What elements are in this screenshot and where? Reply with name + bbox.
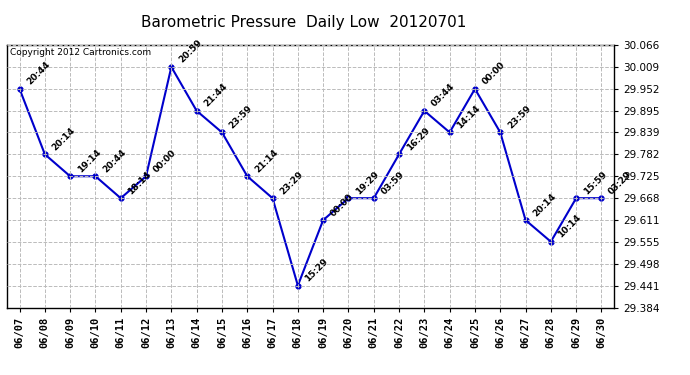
Text: Copyright 2012 Cartronics.com: Copyright 2012 Cartronics.com	[10, 48, 151, 57]
Text: 20:14: 20:14	[50, 126, 77, 152]
Text: 20:44: 20:44	[101, 147, 128, 174]
Text: 23:59: 23:59	[228, 104, 254, 130]
Text: 19:29: 19:29	[354, 169, 381, 196]
Text: 20:14: 20:14	[531, 191, 558, 218]
Text: 14:14: 14:14	[455, 104, 482, 130]
Text: 03:29: 03:29	[607, 170, 633, 196]
Text: 00:00: 00:00	[152, 148, 178, 174]
Text: 23:59: 23:59	[506, 104, 533, 130]
Text: 15:29: 15:29	[304, 257, 330, 284]
Text: Barometric Pressure  Daily Low  20120701: Barometric Pressure Daily Low 20120701	[141, 15, 466, 30]
Text: 20:44: 20:44	[25, 60, 52, 87]
Text: 00:00: 00:00	[328, 192, 355, 218]
Text: 20:59: 20:59	[177, 38, 204, 65]
Text: 23:29: 23:29	[278, 170, 305, 196]
Text: 00:00: 00:00	[480, 60, 506, 87]
Text: 18:14: 18:14	[126, 170, 153, 196]
Text: 15:59: 15:59	[582, 170, 609, 196]
Text: 10:14: 10:14	[556, 213, 583, 240]
Text: 03:59: 03:59	[380, 170, 406, 196]
Text: 21:44: 21:44	[202, 82, 229, 109]
Text: 21:14: 21:14	[253, 147, 279, 174]
Text: 19:14: 19:14	[76, 147, 103, 174]
Text: 03:44: 03:44	[430, 82, 457, 109]
Text: 16:29: 16:29	[404, 126, 431, 152]
